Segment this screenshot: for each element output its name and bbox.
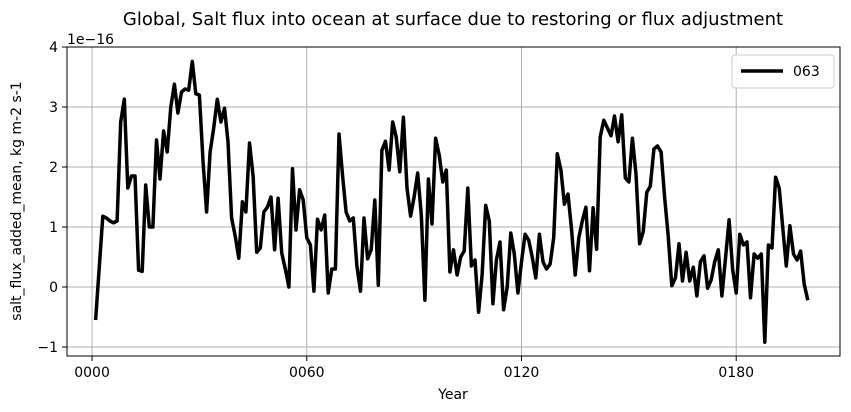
y-tick-label: 2 (49, 160, 58, 176)
x-axis-label: Year (437, 387, 468, 403)
y-axis-label: salt_flux_added_mean, kg m-2 s-1 (9, 81, 25, 320)
plot-frame (66, 46, 841, 357)
y-tick-label: 1 (49, 220, 58, 236)
y-tick-label: 4 (49, 40, 58, 56)
series-line-063 (93, 59, 810, 344)
y-tick-label: 0 (49, 280, 58, 296)
y-multiplier-label: 1e−16 (67, 32, 114, 48)
y-tick-label: −1 (37, 340, 58, 356)
series-layer (93, 59, 810, 344)
x-tick-label: 0180 (718, 365, 754, 381)
chart-title: Global, Salt flux into ocean at surface … (123, 9, 783, 30)
x-tick-label: 0000 (74, 365, 110, 381)
x-tick-label: 0060 (289, 365, 325, 381)
x-tick-label: 0120 (504, 365, 540, 381)
x-axis-ticks: 0000 0060 0120 0180 (74, 356, 754, 381)
legend: 063 (731, 54, 835, 89)
y-axis-ticks: −1 0 1 2 3 4 (37, 40, 67, 356)
y-tick-label: 3 (49, 100, 58, 116)
legend-label-063: 063 (793, 64, 820, 80)
